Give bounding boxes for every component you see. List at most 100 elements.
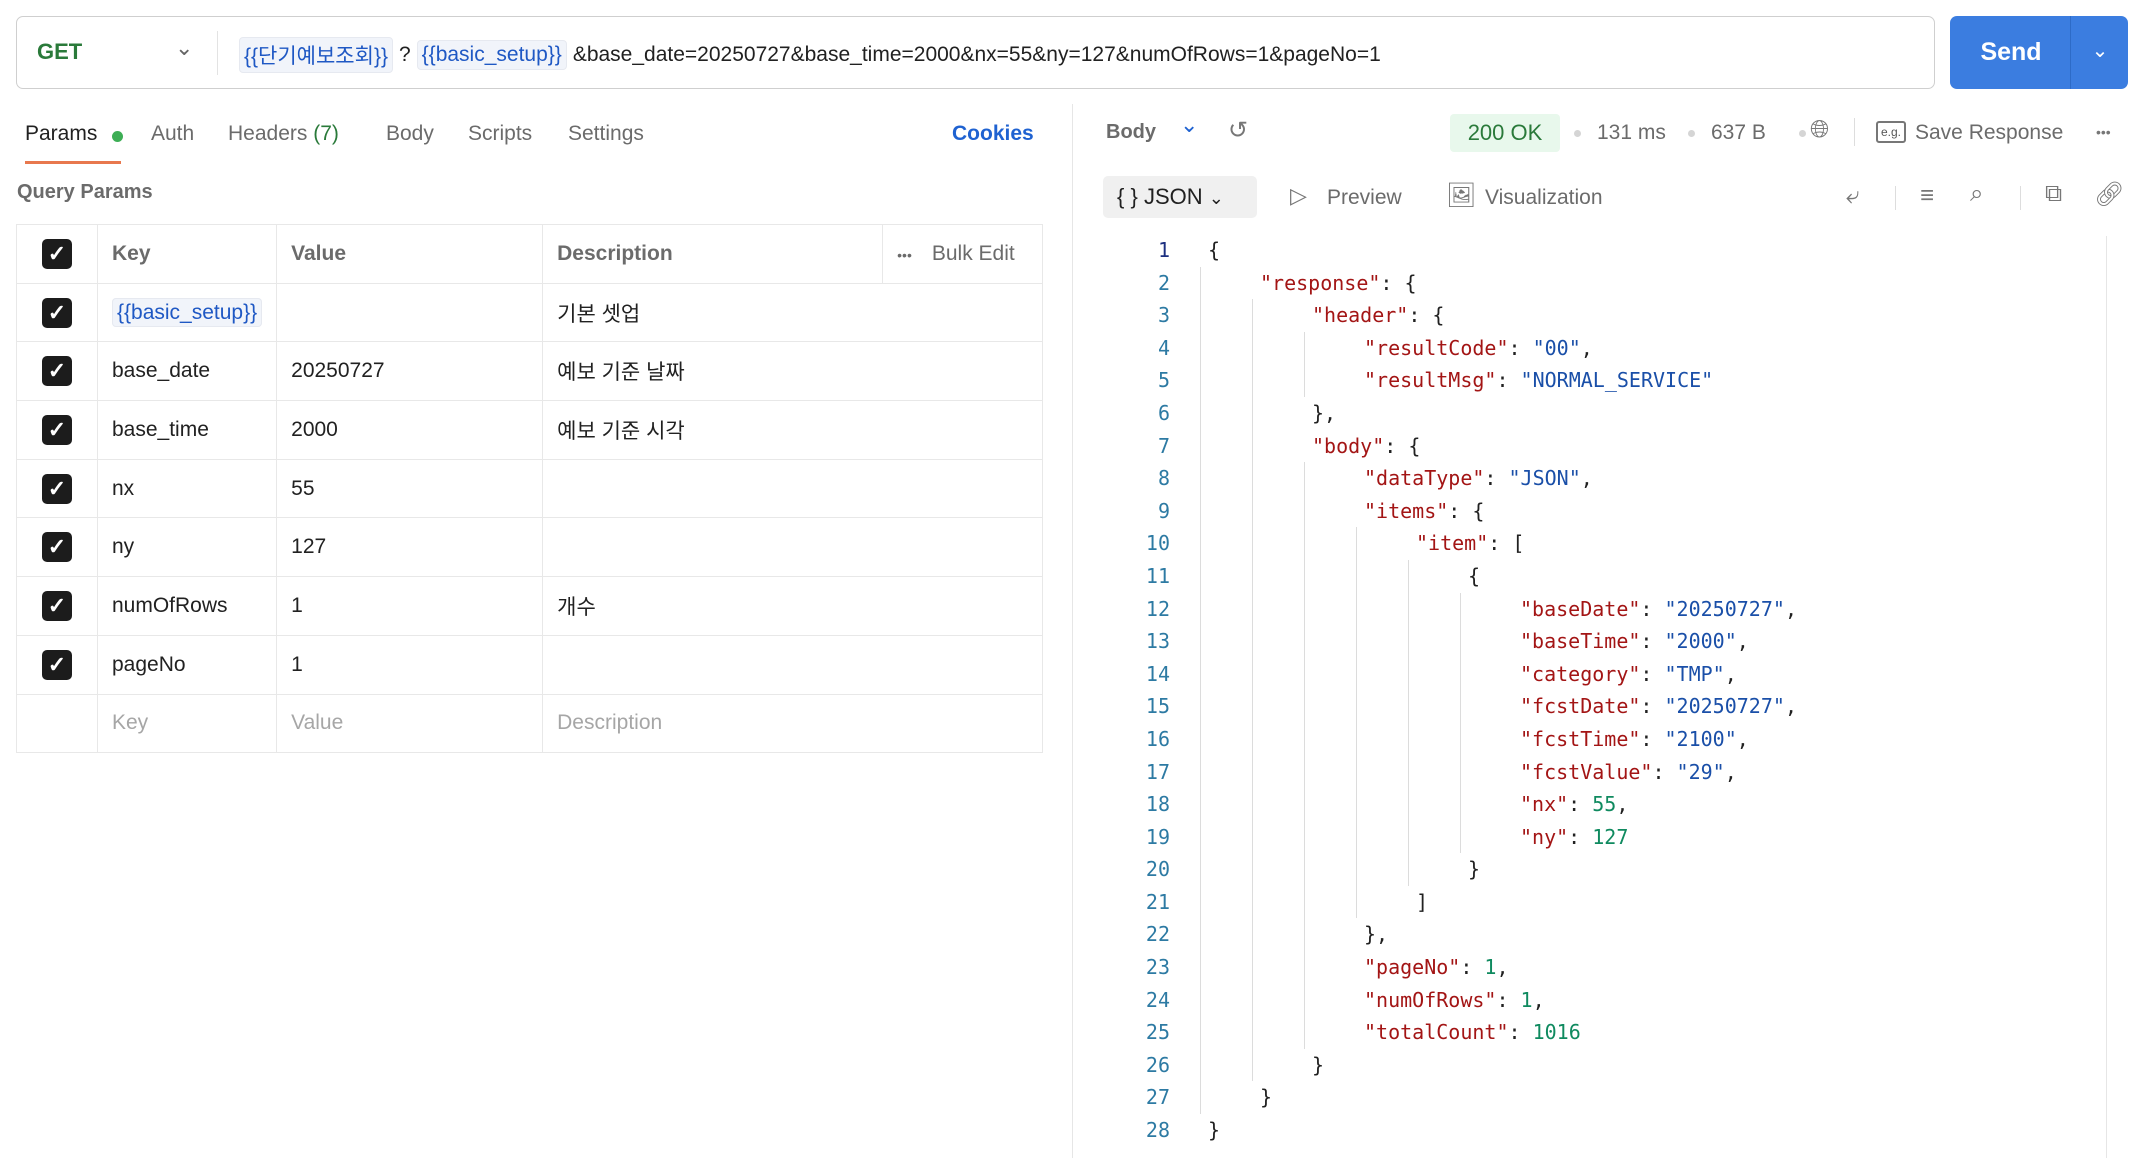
link-icon[interactable]: 🔗︎ bbox=[2094, 181, 2125, 208]
code-line: 3 "header": { bbox=[1100, 299, 2100, 332]
response-code-viewer[interactable]: 1{2 "response": {3 "header": {4 "resultCode… bbox=[1100, 234, 2100, 1147]
copy-icon[interactable]: ⧉ bbox=[2045, 180, 2063, 207]
param-description[interactable] bbox=[542, 517, 1043, 578]
tab-body[interactable]: Body bbox=[386, 122, 434, 145]
method-select[interactable]: GET bbox=[37, 39, 83, 64]
indent-guide bbox=[1252, 1048, 1253, 1082]
divider bbox=[2020, 186, 2021, 210]
param-description[interactable]: 개수 bbox=[542, 576, 1043, 636]
tab-auth[interactable]: Auth bbox=[151, 122, 195, 145]
json-punct: : [ bbox=[1488, 531, 1525, 556]
json-punct: }, bbox=[1364, 922, 1389, 947]
param-key[interactable]: {{basic_setup}} bbox=[96, 282, 278, 343]
response-size[interactable]: 637 B bbox=[1711, 121, 1766, 144]
param-value[interactable]: 2000 bbox=[276, 400, 544, 460]
format-select[interactable]: { } JSON ⌄ bbox=[1103, 176, 1257, 218]
history-icon[interactable]: ↺ bbox=[1228, 117, 1249, 144]
indent-guide bbox=[1200, 755, 1201, 789]
param-enabled-checkbox[interactable]: ✓ bbox=[42, 649, 72, 680]
scrollbar-track[interactable] bbox=[2106, 236, 2107, 1158]
param-enabled-checkbox[interactable]: ✓ bbox=[42, 590, 72, 621]
visualization-tab[interactable]: Visualization bbox=[1485, 186, 1603, 209]
code-text: "nx": 55, bbox=[1520, 788, 1628, 821]
param-value[interactable]: 1 bbox=[276, 576, 544, 636]
indent-guide bbox=[1304, 364, 1305, 397]
cookies-link[interactable]: Cookies bbox=[952, 122, 1034, 145]
param-key-text: base_date bbox=[112, 359, 211, 383]
new-value-input[interactable]: Value bbox=[276, 693, 544, 754]
code-line: 13 "baseTime": "2000", bbox=[1100, 625, 2100, 658]
tab-params[interactable]: Params bbox=[25, 122, 98, 145]
param-description[interactable]: 기본 셋업 bbox=[542, 282, 1043, 343]
send-button[interactable]: Send ⌄ bbox=[1950, 16, 2128, 89]
param-enabled-checkbox[interactable]: ✓ bbox=[42, 473, 72, 504]
chevron-down-icon[interactable]: ⌄ bbox=[175, 35, 194, 60]
param-enabled-checkbox[interactable]: ✓ bbox=[42, 532, 72, 563]
new-key-input[interactable]: Key bbox=[96, 693, 278, 754]
code-text: "ny": 127 bbox=[1520, 821, 1628, 854]
json-punct: } bbox=[1260, 1085, 1273, 1110]
indent-guide bbox=[1200, 690, 1201, 723]
image-icon[interactable]: 🖼︎ bbox=[1446, 182, 1477, 209]
param-value[interactable]: 127 bbox=[276, 517, 544, 578]
response-body-select[interactable]: Body bbox=[1106, 121, 1156, 143]
panel-divider[interactable] bbox=[1072, 104, 1073, 1158]
indent-guide bbox=[1252, 951, 1253, 984]
param-enabled-checkbox[interactable]: ✓ bbox=[42, 297, 72, 328]
json-key: "item" bbox=[1416, 531, 1489, 556]
param-value[interactable]: 1 bbox=[276, 634, 544, 695]
param-key[interactable]: nx bbox=[96, 458, 278, 519]
param-enabled-checkbox[interactable]: ✓ bbox=[42, 414, 72, 445]
more-options-icon[interactable]: ••• bbox=[2096, 124, 2111, 140]
bulk-edit-button[interactable]: ••• Bulk Edit bbox=[882, 224, 1043, 284]
indent-guide bbox=[1408, 690, 1409, 723]
indent-guide bbox=[1304, 331, 1305, 365]
param-value[interactable]: 20250727 bbox=[276, 341, 544, 402]
save-response-icon[interactable]: e.g. bbox=[1876, 121, 1907, 143]
param-description[interactable]: 예보 기준 날짜 bbox=[542, 341, 1043, 402]
json-punct: : { bbox=[1380, 270, 1417, 295]
play-icon[interactable]: ▷ bbox=[1290, 183, 1307, 208]
indent-guide bbox=[1304, 951, 1305, 984]
json-punct: : bbox=[1460, 955, 1485, 980]
select-all-checkbox[interactable]: ✓ bbox=[42, 238, 72, 269]
chevron-down-icon[interactable]: ⌄ bbox=[1180, 112, 1199, 137]
more-icon[interactable]: ••• bbox=[897, 246, 912, 263]
tab-scripts[interactable]: Scripts bbox=[468, 122, 533, 145]
wrap-lines-icon[interactable]: ⤶ bbox=[1846, 182, 1860, 209]
indent-guide bbox=[1200, 983, 1201, 1017]
indent-guide bbox=[1200, 1081, 1201, 1115]
url-input[interactable]: {{단기예보조회}}? {{basic_setup}} &base_date=202… bbox=[239, 37, 1381, 73]
tab-settings[interactable]: Settings bbox=[568, 122, 644, 145]
param-key[interactable]: ny bbox=[96, 517, 278, 578]
param-description[interactable] bbox=[542, 458, 1043, 519]
network-globe-icon[interactable]: 🌐︎ bbox=[1810, 116, 1830, 143]
response-time[interactable]: 131 ms bbox=[1597, 121, 1666, 144]
send-options-chevron-icon[interactable]: ⌄ bbox=[2091, 40, 2109, 62]
param-key[interactable]: pageNo bbox=[96, 634, 278, 695]
param-description[interactable] bbox=[542, 634, 1043, 695]
json-key: "header" bbox=[1312, 303, 1409, 328]
indent-guide bbox=[1356, 559, 1357, 593]
param-description[interactable]: 예보 기준 시각 bbox=[542, 400, 1043, 460]
new-description-input[interactable]: Description bbox=[542, 693, 1043, 754]
save-response-button[interactable]: Save Response bbox=[1915, 121, 2064, 144]
json-key: "nx" bbox=[1520, 792, 1569, 817]
param-value[interactable]: 55 bbox=[276, 458, 544, 519]
tab-headers-label: Headers bbox=[228, 122, 308, 145]
json-key: "fcstTime" bbox=[1520, 726, 1641, 751]
filter-icon[interactable]: ≡ bbox=[1920, 182, 1935, 209]
indent-guide bbox=[1408, 788, 1409, 821]
code-text: { bbox=[1468, 560, 1480, 593]
param-enabled-checkbox[interactable]: ✓ bbox=[42, 356, 72, 387]
param-value[interactable] bbox=[276, 282, 544, 343]
json-key: "response" bbox=[1260, 270, 1381, 295]
param-key[interactable]: base_date bbox=[96, 341, 278, 402]
preview-tab[interactable]: Preview bbox=[1327, 186, 1402, 209]
param-key[interactable]: base_time bbox=[96, 400, 278, 460]
line-number: 2 bbox=[1157, 270, 1170, 295]
json-punct: , bbox=[1736, 726, 1749, 751]
param-key[interactable]: numOfRows bbox=[96, 576, 278, 636]
search-icon[interactable]: ⌕ bbox=[1970, 180, 1984, 207]
tab-headers[interactable]: Headers (7) bbox=[228, 122, 339, 146]
